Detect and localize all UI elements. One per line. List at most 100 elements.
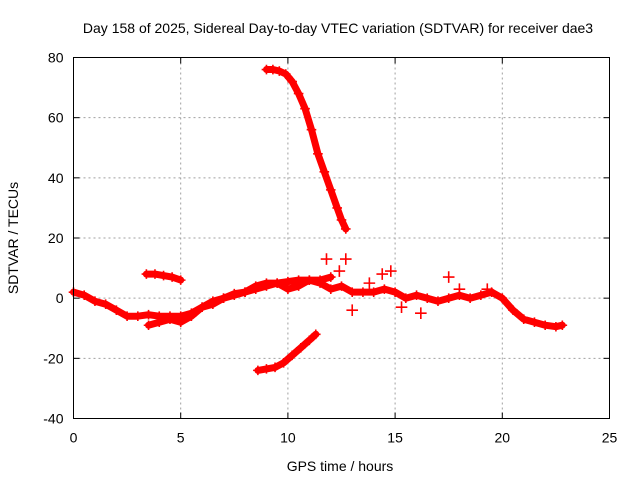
x-tick-label: 15 (387, 430, 403, 446)
series-upper-arc (261, 64, 351, 234)
data-point (346, 304, 359, 316)
data-point (186, 311, 197, 322)
data-point (529, 317, 540, 328)
x-tick-label: 0 (70, 430, 78, 446)
data-point (379, 284, 390, 294)
data-point (347, 287, 358, 297)
data-point (376, 268, 389, 280)
y-tick-label: -20 (43, 350, 63, 366)
series-lower-band (143, 272, 336, 331)
data-point (100, 299, 111, 309)
data-point (320, 253, 333, 265)
data-point (476, 290, 486, 300)
data-point (315, 275, 325, 285)
data-point (287, 76, 297, 87)
data-point (310, 329, 321, 340)
x-tick-label: 20 (495, 430, 511, 446)
x-tick-label: 5 (177, 430, 185, 446)
data-point (143, 309, 154, 320)
data-point (325, 272, 336, 282)
y-axis-label: SDTVAR / TECUs (5, 182, 21, 294)
data-point (293, 88, 304, 99)
data-point (358, 287, 368, 297)
grid (73, 57, 610, 419)
y-tick-label: -40 (43, 411, 63, 427)
data-point (208, 299, 218, 309)
data-point (497, 293, 508, 303)
data-point (401, 293, 411, 303)
data-point (465, 293, 475, 303)
y-tick-label: 20 (48, 230, 64, 246)
data-point (293, 281, 304, 291)
series-lower-arc (253, 329, 321, 376)
y-tick-label: 40 (48, 170, 64, 186)
data-point (270, 362, 280, 373)
data-point (304, 275, 315, 285)
data-point (280, 69, 291, 79)
data-point (306, 124, 317, 135)
series-spikes (320, 253, 494, 320)
data-point (229, 290, 240, 300)
data-point (143, 320, 154, 331)
data-point (313, 148, 323, 159)
data-point (304, 335, 315, 346)
data-point (90, 296, 100, 306)
data-point (283, 284, 293, 294)
data-point (141, 269, 152, 279)
data-point (363, 277, 376, 289)
x-tick-label: 10 (280, 430, 296, 446)
data-point (411, 290, 422, 300)
data-point (332, 203, 343, 213)
data-point (551, 321, 561, 332)
data-point (253, 365, 263, 376)
x-axis-label: GPS time / hours (287, 458, 394, 474)
data-point (122, 311, 132, 322)
data-point (433, 296, 443, 306)
chart-title: Day 158 of 2025, Sidereal Day-to-day VTE… (83, 20, 593, 36)
data-point (272, 278, 282, 288)
data-point (340, 224, 351, 234)
data-point (150, 269, 160, 279)
data-point (390, 287, 400, 297)
y-tick-label: 0 (56, 290, 64, 306)
data-point (218, 293, 229, 303)
data-point (336, 281, 347, 291)
data-point (111, 305, 122, 315)
data-point (165, 314, 175, 325)
data-point (133, 311, 143, 322)
data-point (175, 275, 186, 285)
data-point (295, 343, 306, 353)
y-tick-label: 60 (48, 110, 64, 126)
data-point (240, 287, 250, 297)
data-point (325, 284, 336, 294)
data-point (336, 215, 347, 225)
data-point (319, 167, 330, 177)
data-layer (68, 64, 568, 376)
data-point (79, 290, 90, 300)
data-point (557, 320, 568, 331)
data-point (283, 276, 293, 287)
data-point (333, 265, 346, 277)
data-point (325, 185, 336, 195)
data-point (197, 302, 207, 312)
data-point (300, 103, 310, 114)
y-tick-label: 80 (48, 50, 64, 66)
series-short-arc (141, 269, 186, 285)
data-point (540, 320, 550, 331)
data-point (481, 283, 494, 295)
data-point (395, 301, 408, 313)
data-point (268, 64, 278, 75)
data-point (250, 284, 261, 294)
data-point (422, 293, 433, 303)
data-point (167, 272, 177, 282)
data-point (274, 66, 285, 76)
data-point (278, 358, 289, 368)
data-point (175, 317, 186, 328)
data-point (154, 317, 165, 328)
data-point (368, 287, 379, 297)
ticks: 0 5 10 15 20 25 -40 -20 0 20 40 60 80 (43, 50, 617, 446)
data-point (442, 271, 455, 283)
data-point (261, 281, 272, 291)
